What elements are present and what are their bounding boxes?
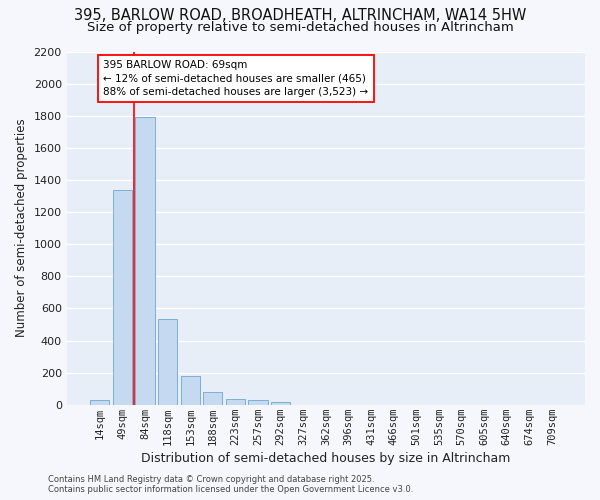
- Text: Contains HM Land Registry data © Crown copyright and database right 2025.
Contai: Contains HM Land Registry data © Crown c…: [48, 474, 413, 494]
- Text: 395, BARLOW ROAD, BROADHEATH, ALTRINCHAM, WA14 5HW: 395, BARLOW ROAD, BROADHEATH, ALTRINCHAM…: [74, 8, 526, 22]
- Y-axis label: Number of semi-detached properties: Number of semi-detached properties: [15, 119, 28, 338]
- Bar: [113, 190, 132, 405]
- Text: Size of property relative to semi-detached houses in Altrincham: Size of property relative to semi-detach…: [86, 21, 514, 34]
- Bar: [136, 118, 155, 405]
- Bar: [158, 319, 177, 405]
- Bar: [90, 400, 109, 405]
- Bar: [203, 392, 223, 405]
- Bar: [248, 400, 268, 405]
- Text: 395 BARLOW ROAD: 69sqm
← 12% of semi-detached houses are smaller (465)
88% of se: 395 BARLOW ROAD: 69sqm ← 12% of semi-det…: [103, 60, 368, 96]
- Bar: [271, 402, 290, 405]
- Bar: [226, 399, 245, 405]
- Bar: [181, 376, 200, 405]
- X-axis label: Distribution of semi-detached houses by size in Altrincham: Distribution of semi-detached houses by …: [141, 452, 511, 465]
